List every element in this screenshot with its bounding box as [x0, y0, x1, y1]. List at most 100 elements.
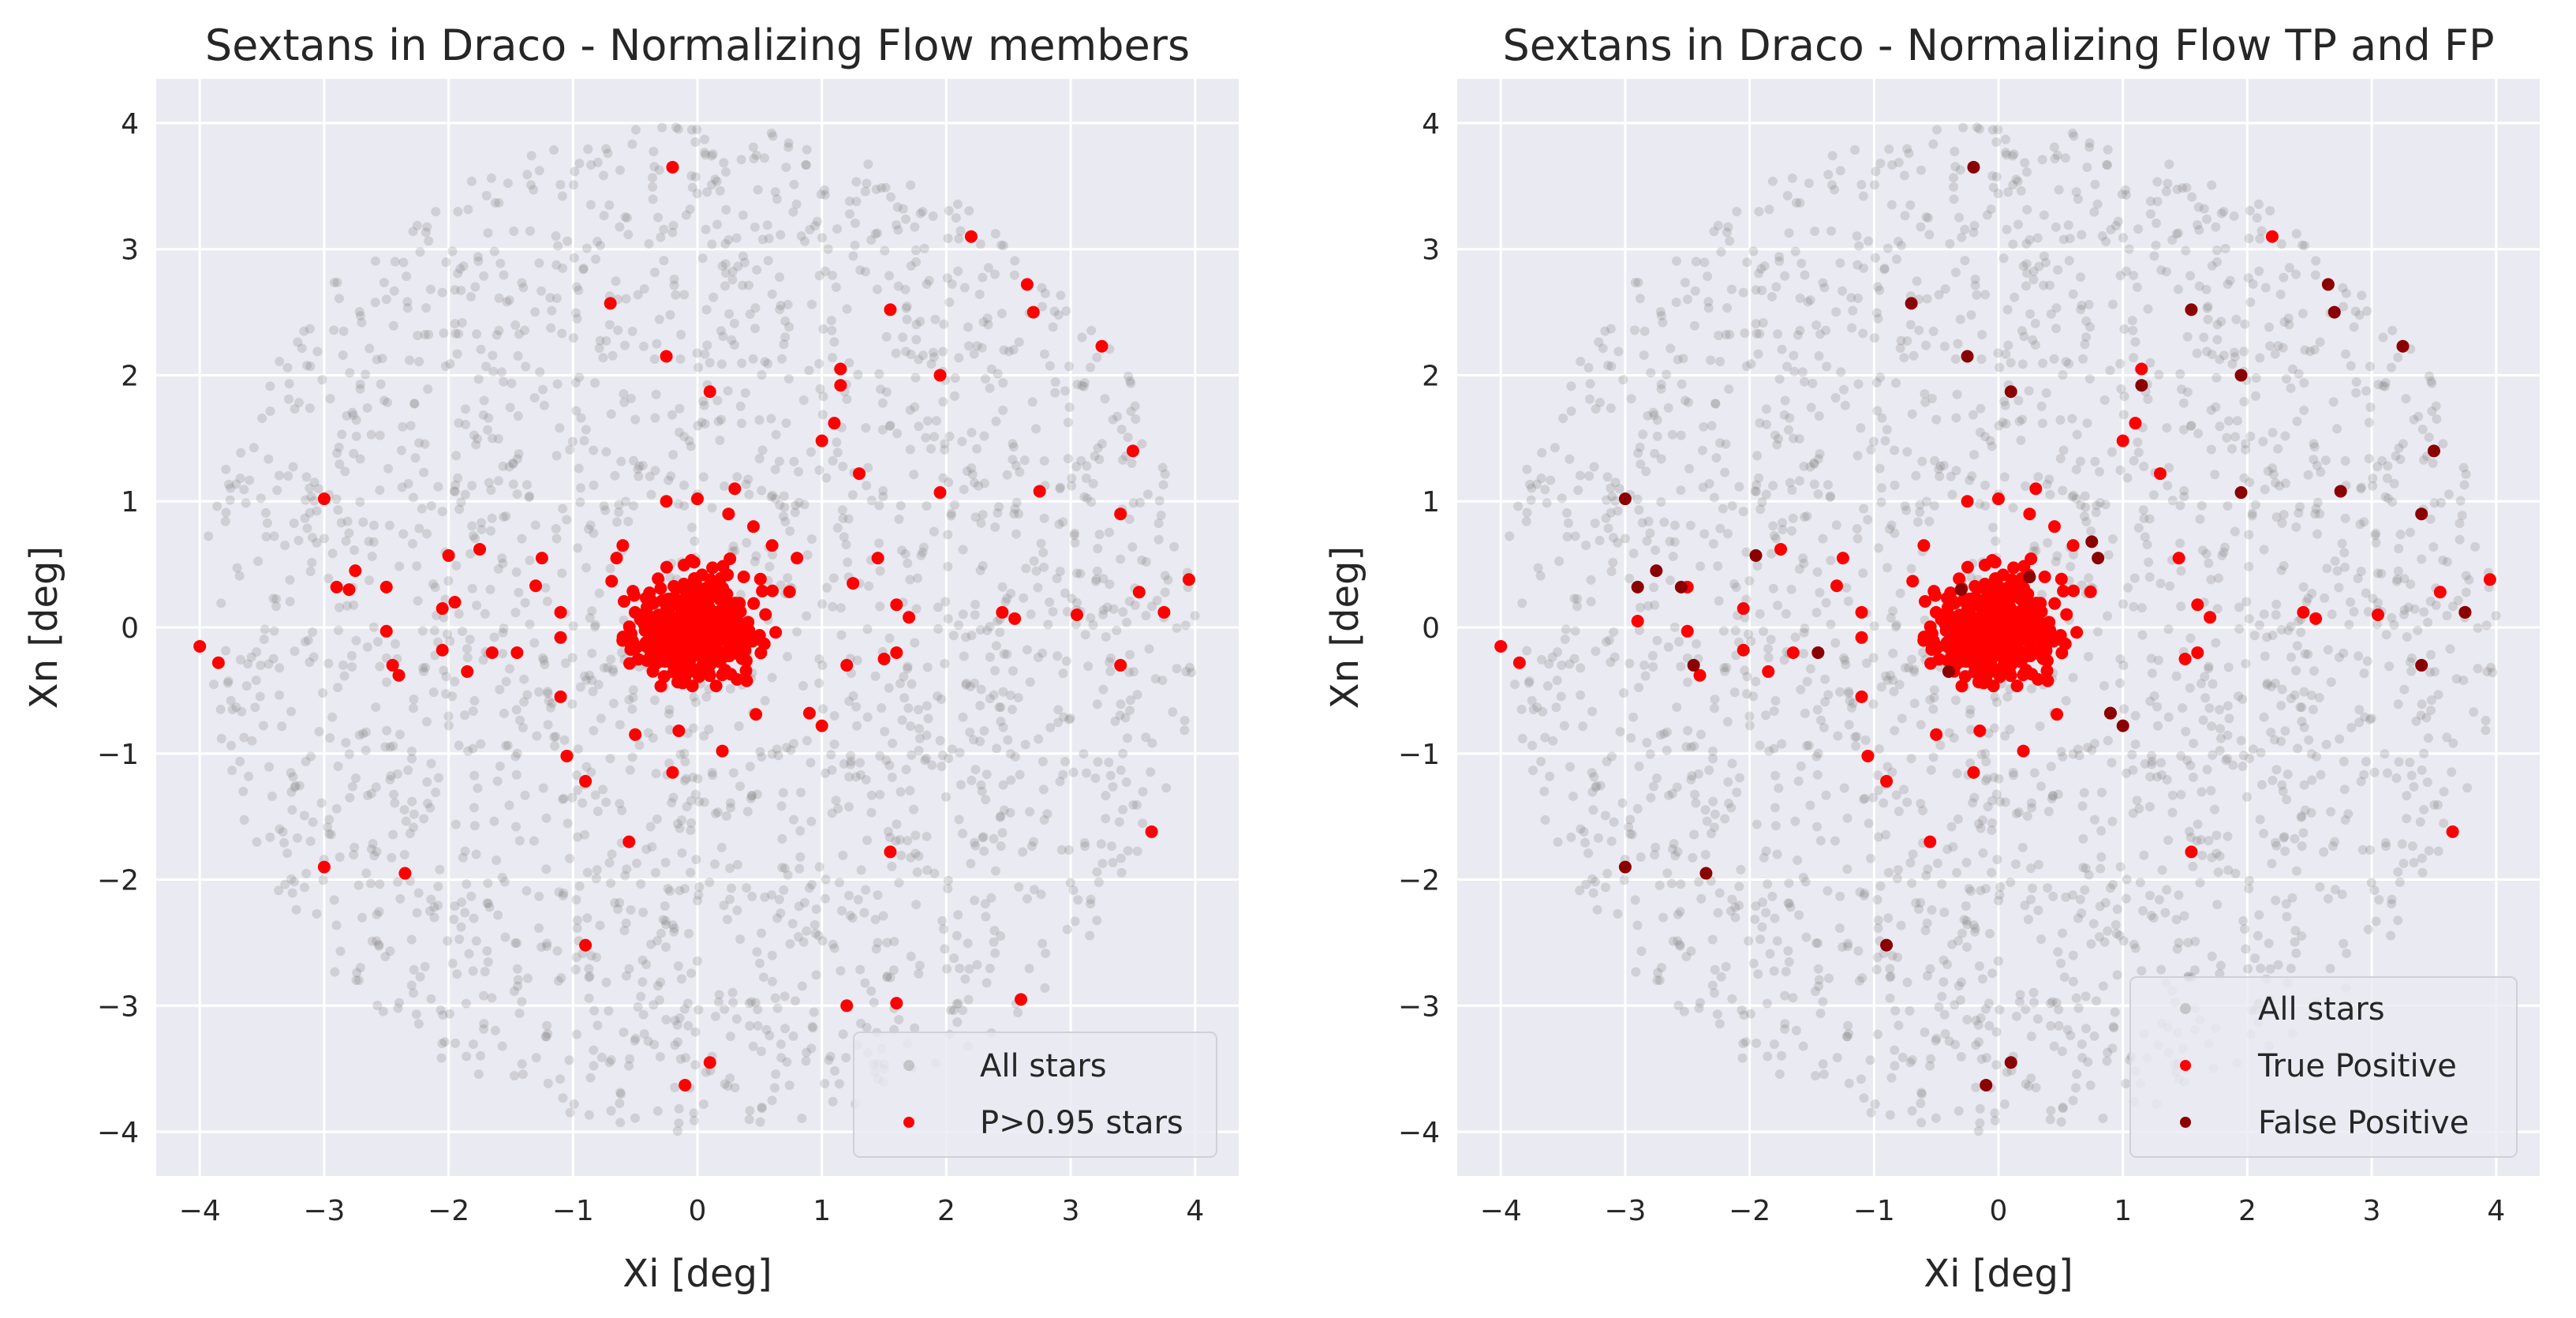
all-stars-point	[1841, 1032, 1852, 1042]
all-stars-point	[299, 882, 309, 893]
all-stars-point	[1781, 967, 1791, 977]
all-stars-point	[502, 297, 512, 307]
all-stars-point	[1090, 773, 1101, 783]
all-stars-point	[1826, 556, 1836, 566]
all-stars-point	[2096, 788, 2107, 798]
all-stars-point	[664, 758, 675, 769]
all-stars-point	[395, 893, 406, 904]
all-stars-point	[529, 836, 539, 846]
all-stars-point	[2271, 895, 2281, 905]
all-stars-point	[656, 977, 666, 987]
all-stars-point	[1671, 298, 1681, 308]
all-stars-point	[990, 866, 1000, 876]
all-stars-point	[2425, 514, 2436, 524]
all-stars-point	[227, 704, 237, 714]
all-stars-point	[589, 1005, 600, 1016]
all-stars-point	[784, 322, 794, 332]
all-stars-point	[312, 346, 323, 357]
all-stars-point	[708, 292, 719, 302]
all-stars-point	[2250, 391, 2260, 401]
all-stars-point	[2068, 890, 2078, 901]
all-stars-point	[1774, 1069, 1785, 1079]
all-stars-point	[795, 826, 806, 836]
all-stars-point	[1094, 530, 1105, 540]
all-stars-point	[1823, 886, 1833, 896]
all-stars-point	[1699, 257, 1710, 268]
all-stars-point	[1055, 777, 1065, 787]
all-stars-point	[606, 878, 616, 888]
member-point	[398, 867, 412, 880]
member-point	[349, 564, 362, 578]
all-stars-point	[305, 483, 315, 493]
all-stars-point	[711, 808, 721, 818]
all-stars-point	[670, 1082, 680, 1092]
all-stars-point	[964, 341, 974, 351]
all-stars-point	[481, 190, 492, 200]
all-stars-point	[1116, 867, 1127, 878]
all-stars-point	[503, 178, 513, 189]
all-stars-point	[2393, 566, 2403, 576]
all-stars-point	[231, 702, 241, 713]
all-stars-point	[1774, 252, 1784, 262]
all-stars-point	[1583, 362, 1594, 373]
member-point	[737, 570, 750, 583]
all-stars-point	[513, 975, 523, 985]
all-stars-point	[568, 333, 578, 343]
all-stars-point	[1539, 786, 1550, 796]
all-stars-point	[2211, 373, 2222, 383]
all-stars-point	[1740, 612, 1750, 623]
all-stars-point	[1939, 955, 1949, 965]
all-stars-point	[366, 788, 376, 799]
all-stars-point	[2271, 599, 2282, 609]
all-stars-point	[2481, 715, 2491, 725]
all-stars-point	[1157, 462, 1168, 473]
all-stars-point	[2239, 473, 2249, 483]
all-stars-point	[351, 635, 361, 646]
all-stars-point	[1805, 462, 1815, 472]
all-stars-point	[2029, 541, 2039, 552]
all-stars-point	[1918, 806, 1928, 816]
all-stars-point	[2202, 346, 2212, 357]
all-stars-point	[484, 477, 494, 488]
all-stars-point	[589, 725, 599, 736]
all-stars-point	[2427, 406, 2437, 417]
all-stars-point	[1038, 548, 1049, 558]
all-stars-point	[1993, 348, 2003, 358]
all-stars-point	[670, 1040, 680, 1050]
all-stars-point	[469, 913, 479, 923]
all-stars-point	[1157, 675, 1168, 685]
all-stars-point	[944, 477, 954, 488]
all-stars-point	[1656, 384, 1666, 394]
all-stars-point	[888, 738, 898, 748]
all-stars-point	[1859, 504, 1869, 514]
all-stars-point	[1984, 1020, 1995, 1031]
all-stars-point	[2320, 455, 2331, 466]
member-point	[708, 652, 722, 665]
all-stars-point	[1719, 666, 1729, 676]
all-stars-point	[910, 830, 921, 841]
all-stars-point	[2365, 844, 2375, 855]
all-stars-point	[2216, 208, 2226, 219]
all-stars-point	[1798, 553, 1808, 564]
x-tick-labels: −4 −3 −2 −1 0 1 2 3 4	[179, 1195, 1205, 1227]
all-stars-point	[2351, 377, 2361, 388]
all-stars-point	[2458, 675, 2469, 685]
all-stars-point	[1606, 403, 1616, 414]
all-stars-point	[1589, 462, 1599, 472]
all-stars-point	[2073, 1003, 2084, 1013]
all-stars-point	[1952, 769, 1962, 779]
all-stars-point	[994, 702, 1004, 712]
all-stars-point	[1579, 826, 1589, 837]
all-stars-point	[806, 1043, 817, 1054]
all-stars-point	[2354, 717, 2365, 728]
all-stars-point	[300, 637, 310, 647]
all-stars-point	[713, 997, 723, 1007]
all-stars-point	[617, 647, 627, 657]
all-stars-point	[634, 461, 645, 471]
all-stars-point	[1656, 497, 1666, 507]
all-stars-point	[2172, 944, 2182, 954]
all-stars-point	[1752, 451, 1763, 461]
all-stars-point	[2295, 702, 2305, 712]
all-stars-point	[2359, 668, 2369, 679]
all-stars-point	[914, 746, 924, 756]
